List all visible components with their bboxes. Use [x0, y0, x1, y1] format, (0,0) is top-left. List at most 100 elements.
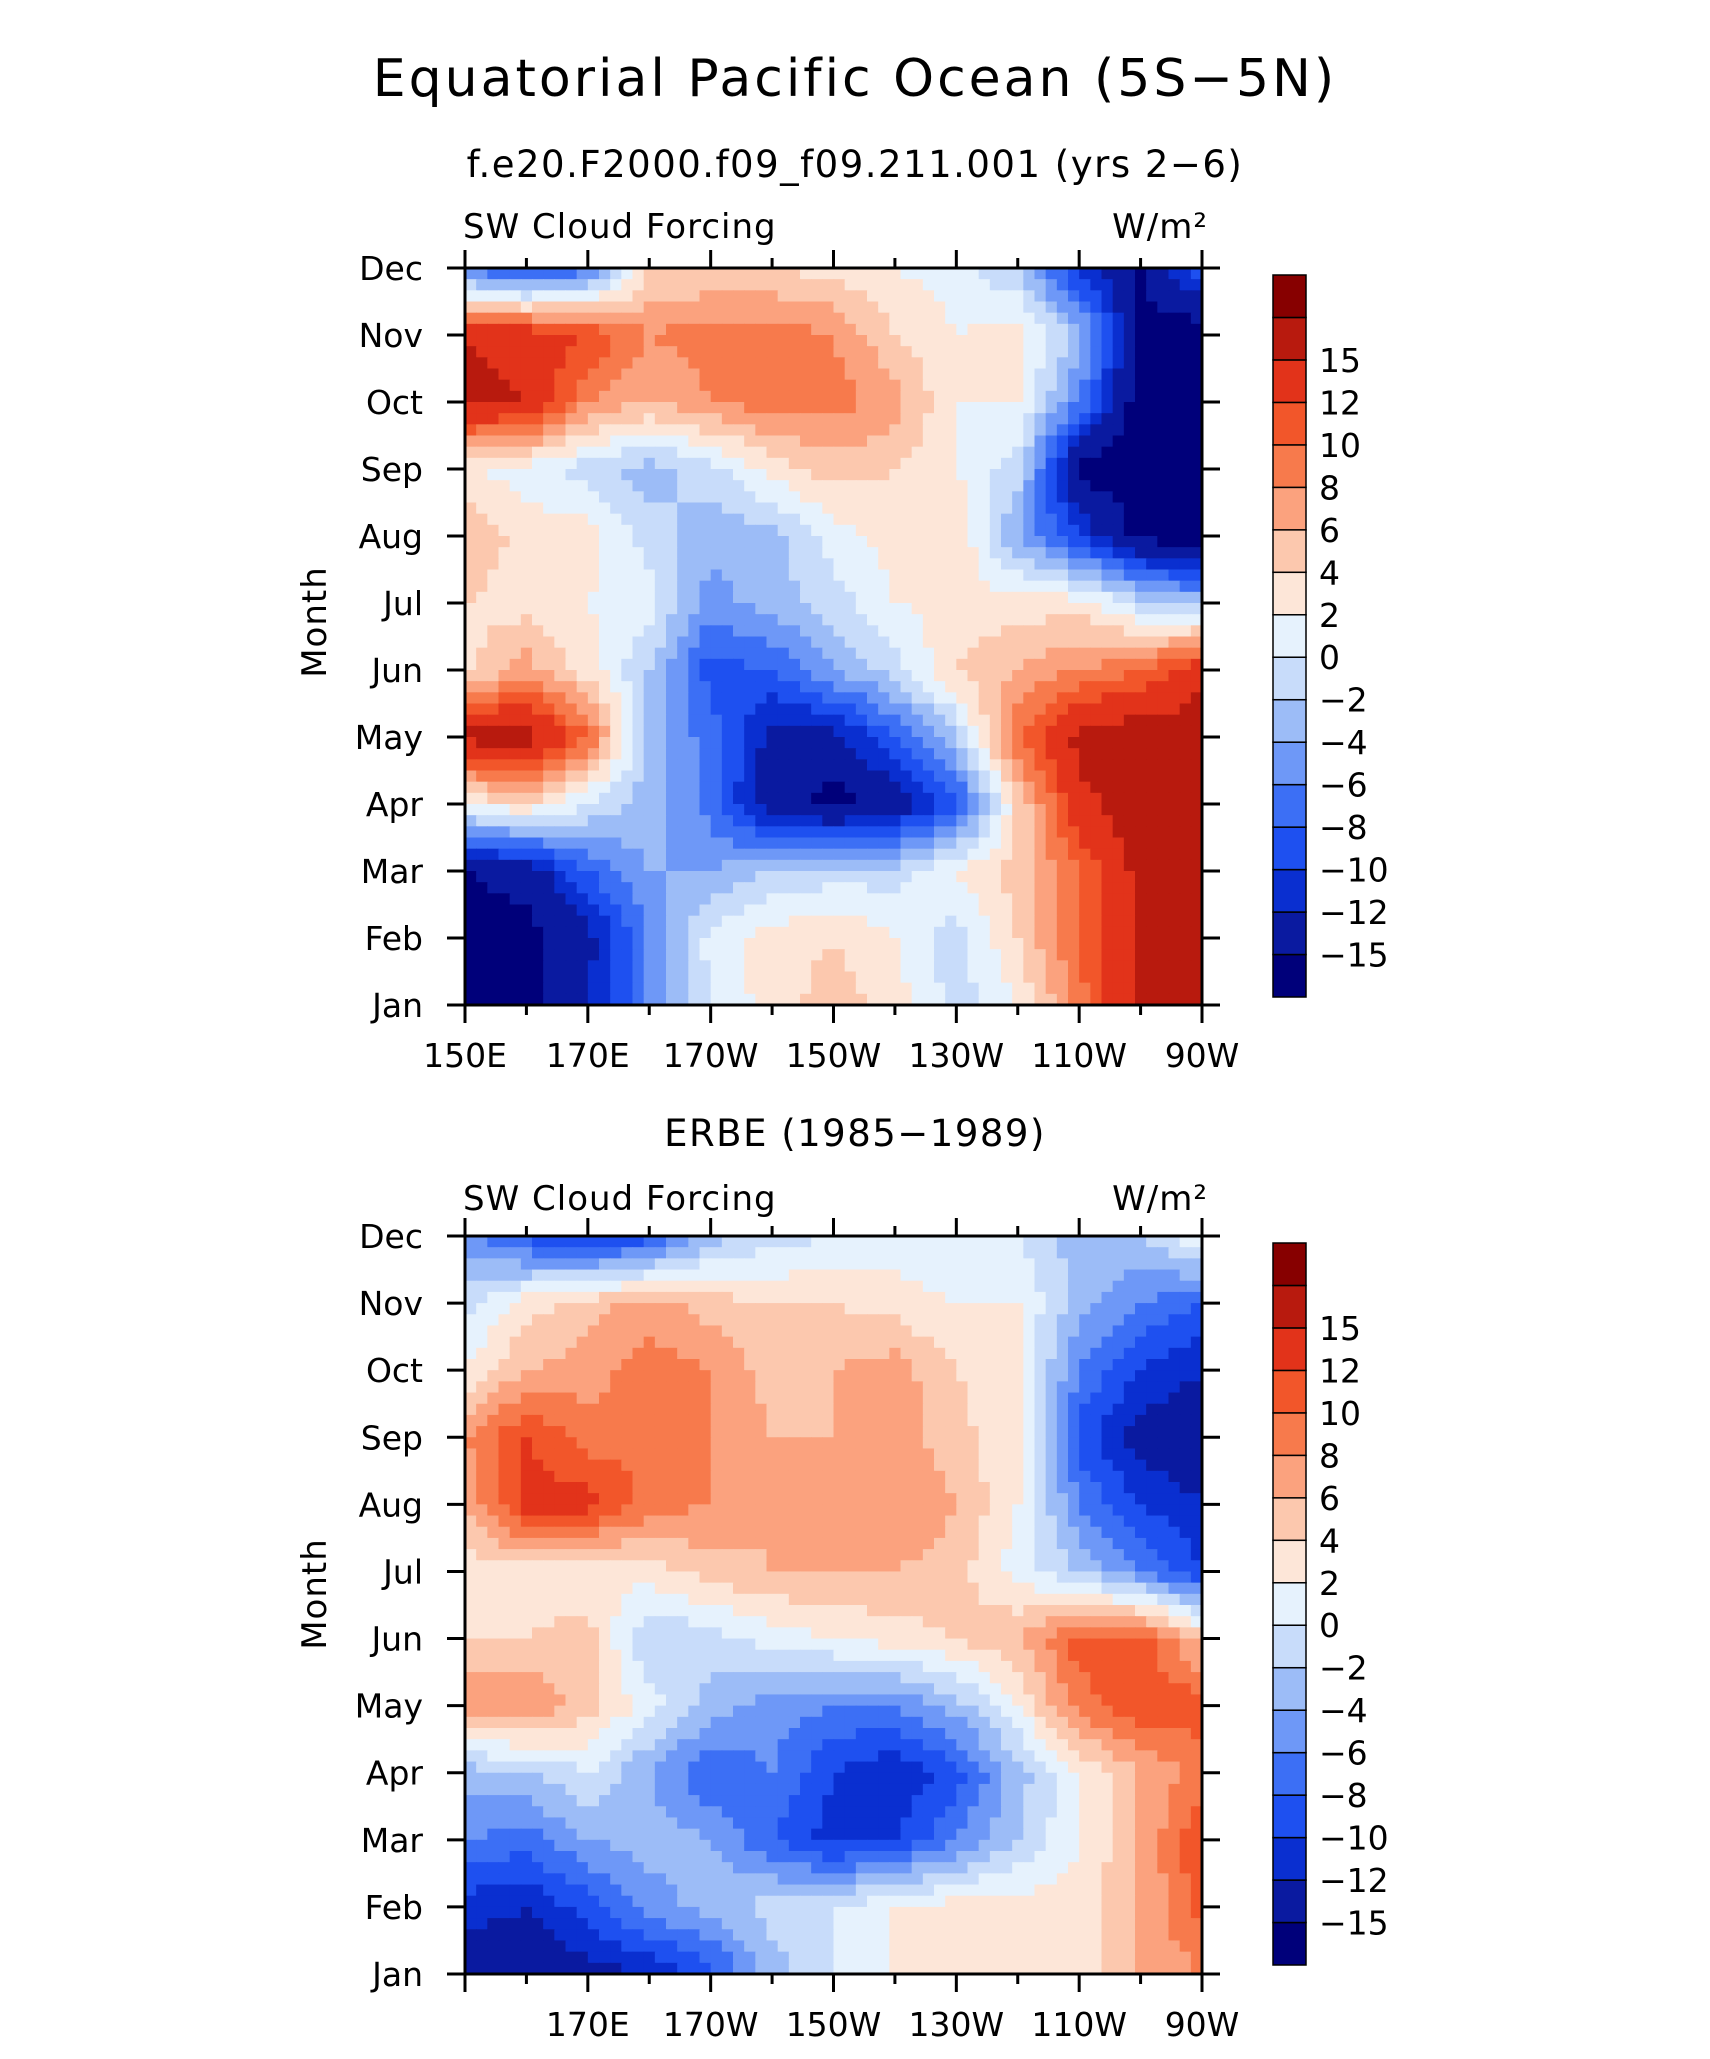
- heatmap-cell: [777, 1314, 790, 1327]
- heatmap-cell: [532, 748, 544, 760]
- heatmap-cell: [777, 614, 790, 626]
- heatmap-cell: [1023, 558, 1036, 571]
- heatmap-cell: [867, 714, 879, 727]
- heatmap-cell: [1023, 815, 1036, 827]
- heatmap-cell: [1090, 435, 1103, 448]
- heatmap-cell: [465, 904, 477, 917]
- heatmap-cell: [587, 938, 600, 950]
- heatmap-cell: [621, 871, 634, 883]
- heatmap-cell: [465, 893, 477, 906]
- heatmap-cell: [610, 926, 622, 939]
- heatmap-cell: [520, 938, 533, 950]
- heatmap-cell: [632, 268, 645, 280]
- heatmap-cell: [1079, 279, 1091, 291]
- heatmap-cell: [532, 848, 544, 861]
- heatmap-cell: [1001, 871, 1013, 883]
- heatmap-cell: [911, 335, 924, 347]
- heatmap-cell: [900, 848, 913, 861]
- heatmap-cell: [532, 1314, 544, 1327]
- heatmap-cell: [800, 335, 812, 347]
- heatmap-cell: [465, 524, 477, 537]
- heatmap-cell: [744, 647, 756, 660]
- heatmap-cell: [800, 792, 812, 805]
- heatmap-cell: [1068, 268, 1080, 280]
- heatmap-cell: [487, 268, 500, 280]
- heatmap-cell: [956, 792, 969, 805]
- heatmap-cell: [576, 591, 589, 604]
- heatmap-cell: [1179, 993, 1192, 1006]
- heatmap-cell: [889, 625, 902, 638]
- heatmap-cell: [710, 457, 723, 470]
- heatmap-cell: [822, 491, 835, 504]
- heatmap-cell: [744, 859, 756, 872]
- heatmap-cell: [766, 580, 779, 593]
- heatmap-cell: [1034, 480, 1047, 492]
- heatmap-cell: [498, 323, 511, 336]
- heatmap-cell: [733, 703, 745, 716]
- heatmap-cell: [498, 1236, 511, 1248]
- heatmap-cell: [822, 882, 835, 894]
- heatmap-cell: [911, 402, 924, 414]
- heatmap-cell: [1190, 536, 1203, 548]
- heatmap-cell: [766, 670, 779, 682]
- heatmap-cell: [543, 469, 555, 481]
- heatmap-cell: [565, 625, 578, 638]
- heatmap-cell: [844, 390, 857, 403]
- heatmap-cell: [978, 725, 991, 738]
- heatmap-cell: [1045, 413, 1058, 425]
- heatmap-cell: [766, 312, 779, 325]
- heatmap-cell: [1101, 1236, 1114, 1248]
- heatmap-cell: [733, 513, 745, 526]
- heatmap-cell: [800, 804, 812, 816]
- heatmap-cell: [833, 457, 846, 470]
- heatmap-cell: [855, 938, 868, 950]
- heatmap-cell: [576, 904, 589, 917]
- heatmap-cell: [766, 469, 779, 481]
- heatmap-cell: [666, 446, 678, 459]
- heatmap-cell: [576, 714, 589, 727]
- heatmap-cell: [989, 1236, 1002, 1248]
- heatmap-cell: [677, 1280, 689, 1293]
- heatmap-cell: [632, 658, 645, 671]
- heatmap-cell: [1135, 926, 1147, 939]
- heatmap-cell: [654, 658, 667, 671]
- heatmap-cell: [811, 279, 823, 291]
- heatmap-cell: [811, 346, 823, 358]
- heatmap-cell: [822, 323, 835, 336]
- heatmap-cell: [509, 770, 522, 783]
- heatmap-cell: [1179, 279, 1192, 291]
- heatmap-cell: [766, 871, 779, 883]
- heatmap-cell: [1179, 335, 1192, 347]
- heatmap-cell: [565, 491, 578, 504]
- heatmap-cell: [744, 513, 756, 526]
- heatmap-cell: [688, 457, 701, 470]
- heatmap-cell: [621, 513, 634, 526]
- heatmap-cell: [777, 982, 790, 995]
- heatmap-cell: [867, 413, 879, 425]
- heatmap-cell: [945, 692, 957, 705]
- heatmap-cell: [688, 301, 701, 314]
- heatmap-cell: [889, 1269, 902, 1282]
- heatmap-cell: [565, 357, 578, 370]
- heatmap-cell: [889, 290, 902, 303]
- heatmap-cell: [822, 1280, 835, 1293]
- heatmap-cell: [922, 491, 935, 504]
- heatmap-cell: [777, 859, 790, 872]
- heatmap-cell: [587, 424, 600, 437]
- heatmap-cell: [565, 323, 578, 336]
- heatmap-cell: [1001, 737, 1013, 749]
- heatmap-cell: [967, 804, 980, 816]
- heatmap-cell: [777, 524, 790, 537]
- heatmap-cell: [945, 737, 957, 749]
- heatmap-cell: [978, 915, 991, 928]
- heatmap-cell: [1056, 871, 1069, 883]
- heatmap-cell: [744, 558, 756, 571]
- colorbar-box: [1272, 486, 1307, 531]
- heatmap-cell: [1101, 580, 1114, 593]
- heatmap-cell: [1157, 893, 1170, 906]
- heatmap-cell: [1123, 480, 1136, 492]
- heatmap-cell: [833, 346, 846, 358]
- heatmap-cell: [688, 536, 701, 548]
- heatmap-cell: [811, 1236, 823, 1248]
- heatmap-cell: [1068, 759, 1080, 772]
